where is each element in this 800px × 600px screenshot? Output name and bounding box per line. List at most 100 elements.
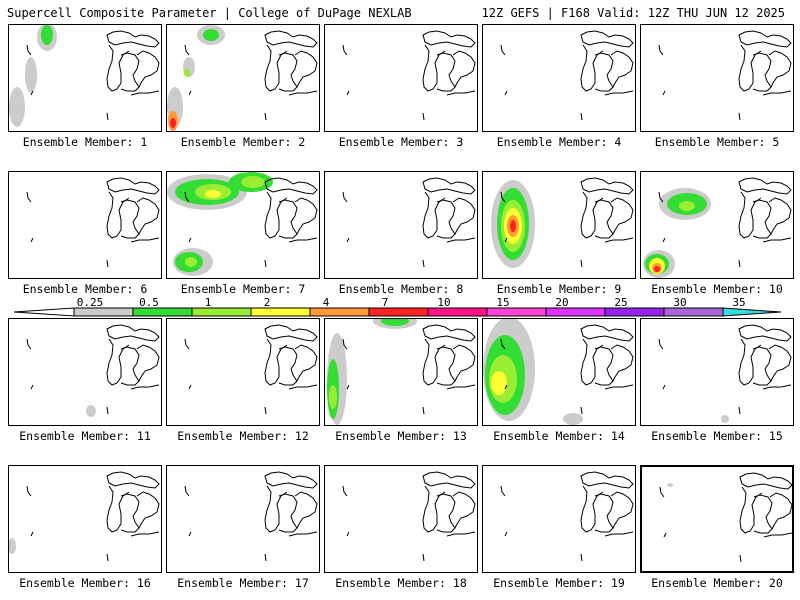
basemap-outline	[342, 471, 476, 562]
scp-contour	[184, 69, 190, 77]
ensemble-member-label: Ensemble Member: 18	[335, 576, 467, 590]
map-drawing	[9, 471, 160, 562]
basemap-outline	[342, 30, 476, 121]
colorbar-tick-label: 25	[614, 296, 628, 309]
ensemble-member-label: Ensemble Member: 1	[22, 135, 148, 149]
ensemble-map-4	[482, 24, 636, 132]
map-drawing	[342, 471, 476, 562]
ensemble-member-label: Ensemble Member: 16	[19, 576, 151, 590]
basemap-outline	[658, 324, 792, 415]
ensemble-member-label: Ensemble Member: 6	[22, 282, 148, 296]
ensemble-panel-4: Ensemble Member: 4	[479, 24, 639, 157]
ensemble-panel-5: Ensemble Member: 5	[637, 24, 797, 157]
map-drawing	[26, 324, 160, 417]
ensemble-member-label: Ensemble Member: 8	[338, 282, 464, 296]
scp-contour	[654, 266, 660, 272]
ensemble-map-10	[640, 171, 794, 279]
scp-contour	[86, 405, 96, 417]
colorbar-left-arrow	[13, 307, 75, 317]
model-run-info: 12Z GEFS | F168 Valid: 12Z THU JUN 12 20…	[481, 6, 785, 20]
basemap-outline	[658, 30, 792, 121]
ensemble-map-20	[640, 465, 794, 573]
colorbar-tick-label: 20	[555, 296, 569, 309]
ensemble-member-label: Ensemble Member: 20	[651, 576, 783, 590]
colorbar-tick-label: 4	[322, 296, 330, 309]
scp-contour	[203, 29, 219, 41]
ensemble-member-label: Ensemble Member: 4	[496, 135, 622, 149]
ensemble-map-8	[324, 171, 478, 279]
color-legend-bar	[13, 307, 782, 317]
ensemble-panel-11: Ensemble Member: 11	[5, 318, 165, 451]
scp-contour	[241, 176, 265, 188]
ensemble-panel-17: Ensemble Member: 17	[163, 465, 323, 598]
basemap-outline	[659, 472, 792, 563]
scp-contour	[170, 118, 176, 128]
basemap-outline	[500, 30, 634, 121]
ensemble-panel-9: Ensemble Member: 9	[479, 171, 639, 304]
ensemble-panel-20: Ensemble Member: 20	[637, 465, 797, 598]
colorbar-tick-label: 0.25	[76, 296, 104, 309]
ensemble-map-9	[482, 171, 636, 279]
ensemble-panel-18: Ensemble Member: 18	[321, 465, 481, 598]
map-drawing	[483, 319, 634, 425]
map-drawing	[342, 30, 476, 121]
colorbar-tick-label: 15	[496, 296, 510, 309]
scp-contour	[25, 57, 37, 93]
header: Supercell Composite Parameter | College …	[0, 0, 800, 22]
ensemble-panel-13: Ensemble Member: 13	[321, 318, 481, 451]
ensemble-member-label: Ensemble Member: 15	[651, 429, 783, 443]
map-drawing	[342, 177, 476, 268]
colorbar-segment	[427, 307, 488, 317]
scp-contour	[667, 483, 673, 487]
basemap-outline	[500, 471, 634, 562]
colorbar-segment	[486, 307, 547, 317]
colorbar-segment	[250, 307, 311, 317]
map-drawing	[659, 472, 792, 563]
ensemble-map-12	[166, 318, 320, 426]
ensemble-map-14	[482, 318, 636, 426]
colorbar-tick-label: 0.5	[139, 296, 159, 309]
page-title: Supercell Composite Parameter | College …	[7, 6, 412, 20]
ensemble-member-label: Ensemble Member: 2	[180, 135, 306, 149]
basemap-outline	[184, 324, 318, 415]
ensemble-panel-15: Ensemble Member: 15	[637, 318, 797, 451]
scp-contour	[563, 413, 583, 425]
scp-contour	[679, 201, 695, 211]
map-drawing	[500, 30, 634, 121]
ensemble-member-label: Ensemble Member: 11	[19, 429, 151, 443]
basemap-outline	[184, 471, 318, 562]
colorbar-segment	[604, 307, 665, 317]
ensemble-member-label: Ensemble Member: 7	[180, 282, 306, 296]
colorbar-segment	[132, 307, 193, 317]
map-drawing	[491, 177, 634, 268]
scp-contour	[381, 319, 409, 326]
scp-contour	[205, 190, 221, 198]
colorbar-tick-label: 35	[732, 296, 746, 309]
scp-contour	[510, 220, 516, 232]
colorbar-segment	[368, 307, 429, 317]
scp-contour	[9, 87, 25, 127]
scp-contour	[721, 415, 729, 423]
ensemble-map-11	[8, 318, 162, 426]
map-drawing	[658, 324, 792, 423]
basemap-outline	[26, 471, 160, 562]
ensemble-map-2	[166, 24, 320, 132]
ensemble-map-19	[482, 465, 636, 573]
ensemble-member-label: Ensemble Member: 13	[335, 429, 467, 443]
ensemble-panel-7: Ensemble Member: 7	[163, 171, 323, 304]
ensemble-member-label: Ensemble Member: 10	[651, 282, 783, 296]
scp-contour	[9, 538, 16, 554]
ensemble-map-1	[8, 24, 162, 132]
ensemble-map-18	[324, 465, 478, 573]
ensemble-member-label: Ensemble Member: 5	[654, 135, 780, 149]
colorbar-tick-label: 30	[673, 296, 687, 309]
map-drawing	[500, 471, 634, 562]
map-drawing	[9, 25, 160, 127]
ensemble-member-label: Ensemble Member: 3	[338, 135, 464, 149]
basemap-outline	[184, 30, 318, 121]
map-drawing	[167, 172, 318, 276]
ensemble-panel-10: Ensemble Member: 10	[637, 171, 797, 304]
colorbar-segment	[309, 307, 370, 317]
ensemble-panel-12: Ensemble Member: 12	[163, 318, 323, 451]
ensemble-panel-1: Ensemble Member: 1	[5, 24, 165, 157]
